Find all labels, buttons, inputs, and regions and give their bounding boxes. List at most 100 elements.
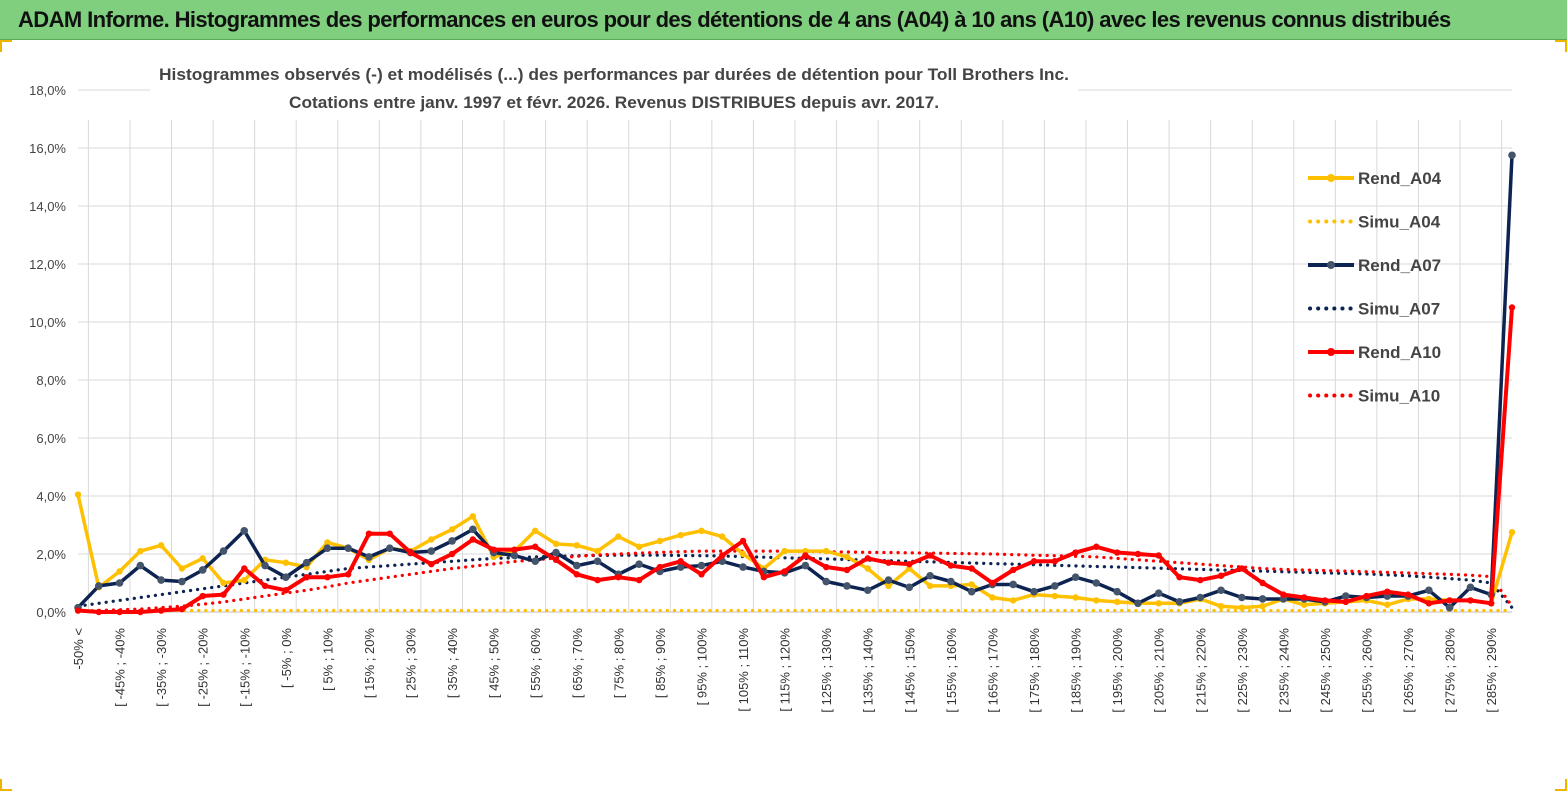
legend-label-simu-a07: Simu_A07 (1358, 300, 1440, 319)
data-point-rend-a10 (1010, 566, 1017, 574)
data-point-rend-a10 (1197, 576, 1204, 584)
data-point-rend-a07 (552, 548, 560, 557)
legend-label-simu-a04: Simu_A04 (1358, 213, 1441, 232)
data-point-rend-a07 (1009, 580, 1018, 589)
chart-title-background (150, 60, 1078, 120)
data-point-rend-a07 (884, 576, 893, 584)
data-point-rend-a07 (115, 579, 124, 587)
data-point-rend-a07 (510, 551, 519, 560)
frame-corner-top-left (0, 40, 12, 52)
series-line-rend-a10 (77, 307, 1514, 614)
data-point-rend-a10 (1404, 591, 1412, 598)
data-point-rend-a04 (1113, 598, 1121, 606)
legend-label-simu-a10: Simu_A10 (1358, 387, 1440, 406)
data-point-rend-a04 (469, 513, 477, 520)
report-title: ADAM Informe. Histogrammes des performan… (18, 7, 1451, 32)
data-point-rend-a10 (511, 546, 518, 553)
data-point-rend-a10 (822, 563, 830, 571)
data-point-rend-a10 (1072, 549, 1079, 556)
data-point-rend-a10 (1384, 588, 1391, 595)
data-point-rend-a10 (1342, 598, 1349, 606)
data-point-rend-a07 (863, 586, 872, 595)
data-point-rend-a04 (428, 536, 435, 543)
data-point-rend-a07 (1425, 586, 1433, 595)
data-point-rend-a04 (781, 547, 788, 555)
data-point-rend-a07 (344, 544, 352, 552)
data-point-rend-a10 (1093, 543, 1100, 550)
data-point-rend-a10 (74, 607, 82, 614)
data-point-rend-a10 (594, 576, 601, 584)
data-point-rend-a07 (1238, 593, 1246, 602)
data-point-rend-a07 (385, 544, 394, 552)
data-point-rend-a10 (635, 576, 643, 584)
data-point-rend-a10 (116, 608, 123, 616)
data-point-rend-a07 (469, 525, 477, 534)
x-tick-label: [ 135% ; 140% (861, 628, 876, 713)
data-point-rend-a07 (1196, 593, 1205, 602)
data-point-rend-a04 (552, 540, 560, 548)
y-tick-label: 2,0% (36, 547, 66, 562)
data-point-rend-a07 (1175, 598, 1184, 606)
legend-marker-rend-a04 (1327, 174, 1335, 182)
data-point-rend-a04 (573, 542, 580, 549)
x-tick-label: -50% < (71, 628, 86, 670)
data-point-rend-a10 (137, 608, 144, 616)
x-tick-label: [ 25% ; 30% (404, 628, 419, 699)
data-point-rend-a04 (157, 542, 165, 549)
data-point-rend-a04 (864, 565, 871, 572)
x-tick-label: [ 155% ; 160% (944, 628, 959, 713)
chart-title-line: Cotations entre janv. 1997 et févr. 2026… (289, 93, 939, 112)
data-point-rend-a07 (947, 577, 955, 586)
x-tick-label: [ 245% ; 250% (1318, 628, 1333, 713)
data-point-rend-a10 (698, 571, 705, 578)
data-point-rend-a10 (303, 574, 310, 581)
x-tick-label: [ 15% ; 20% (362, 628, 377, 699)
data-point-rend-a04 (843, 553, 851, 561)
data-point-rend-a10 (532, 543, 539, 550)
data-point-rend-a07 (843, 582, 851, 590)
x-tick-label: [ 195% ; 200% (1110, 628, 1125, 713)
frame-corner-bottom-right (1555, 779, 1567, 791)
data-point-rend-a04 (220, 579, 227, 587)
data-point-rend-a07 (905, 583, 914, 592)
data-point-rend-a04 (1072, 594, 1079, 601)
data-point-rend-a04 (137, 547, 144, 555)
x-tick-label: [ 105% ; 110% (736, 628, 751, 712)
report-header: ADAM Informe. Histogrammes des performan… (0, 0, 1567, 40)
data-point-rend-a10 (1425, 600, 1433, 607)
data-point-rend-a10 (947, 562, 955, 569)
data-point-rend-a07 (136, 561, 145, 570)
x-tick-label: [ 85% ; 90% (653, 628, 668, 699)
y-tick-label: 8,0% (36, 373, 66, 388)
data-point-rend-a10 (677, 558, 684, 565)
data-point-rend-a07 (219, 547, 228, 555)
data-point-rend-a04 (698, 527, 705, 534)
y-tick-label: 4,0% (36, 489, 66, 504)
data-point-rend-a10 (573, 571, 580, 578)
data-point-rend-a10 (365, 530, 373, 537)
data-point-rend-a07 (1092, 579, 1101, 587)
data-point-rend-a04 (178, 565, 186, 572)
data-point-rend-a04 (739, 550, 747, 558)
data-point-rend-a07 (323, 544, 332, 552)
x-tick-label: [ -25% ; -20% (196, 628, 211, 707)
x-tick-label: [ 115% ; 120% (778, 628, 793, 712)
data-point-rend-a10 (282, 587, 290, 594)
data-point-rend-a10 (1363, 592, 1370, 600)
x-tick-label: [ 185% ; 190% (1069, 628, 1084, 713)
data-point-rend-a04 (989, 594, 996, 601)
data-point-rend-a10 (1280, 591, 1287, 598)
x-tick-label: [ -5% ; 0% (279, 628, 294, 688)
data-point-rend-a10 (469, 536, 477, 543)
x-tick-label: [ 75% ; 80% (611, 628, 626, 699)
x-tick-label: [ 5% ; 10% (320, 628, 335, 691)
data-point-rend-a10 (490, 546, 497, 553)
data-point-rend-a10 (552, 556, 560, 563)
data-point-rend-a07 (676, 563, 685, 571)
legend-label-rend-a10: Rend_A10 (1358, 343, 1441, 362)
data-point-rend-a10 (261, 582, 269, 590)
data-point-rend-a04 (968, 581, 975, 588)
data-point-rend-a07 (1050, 582, 1059, 590)
series-line-simu-a07 (76, 553, 1514, 610)
x-tick-label: [ -15% ; -10% (237, 628, 252, 707)
